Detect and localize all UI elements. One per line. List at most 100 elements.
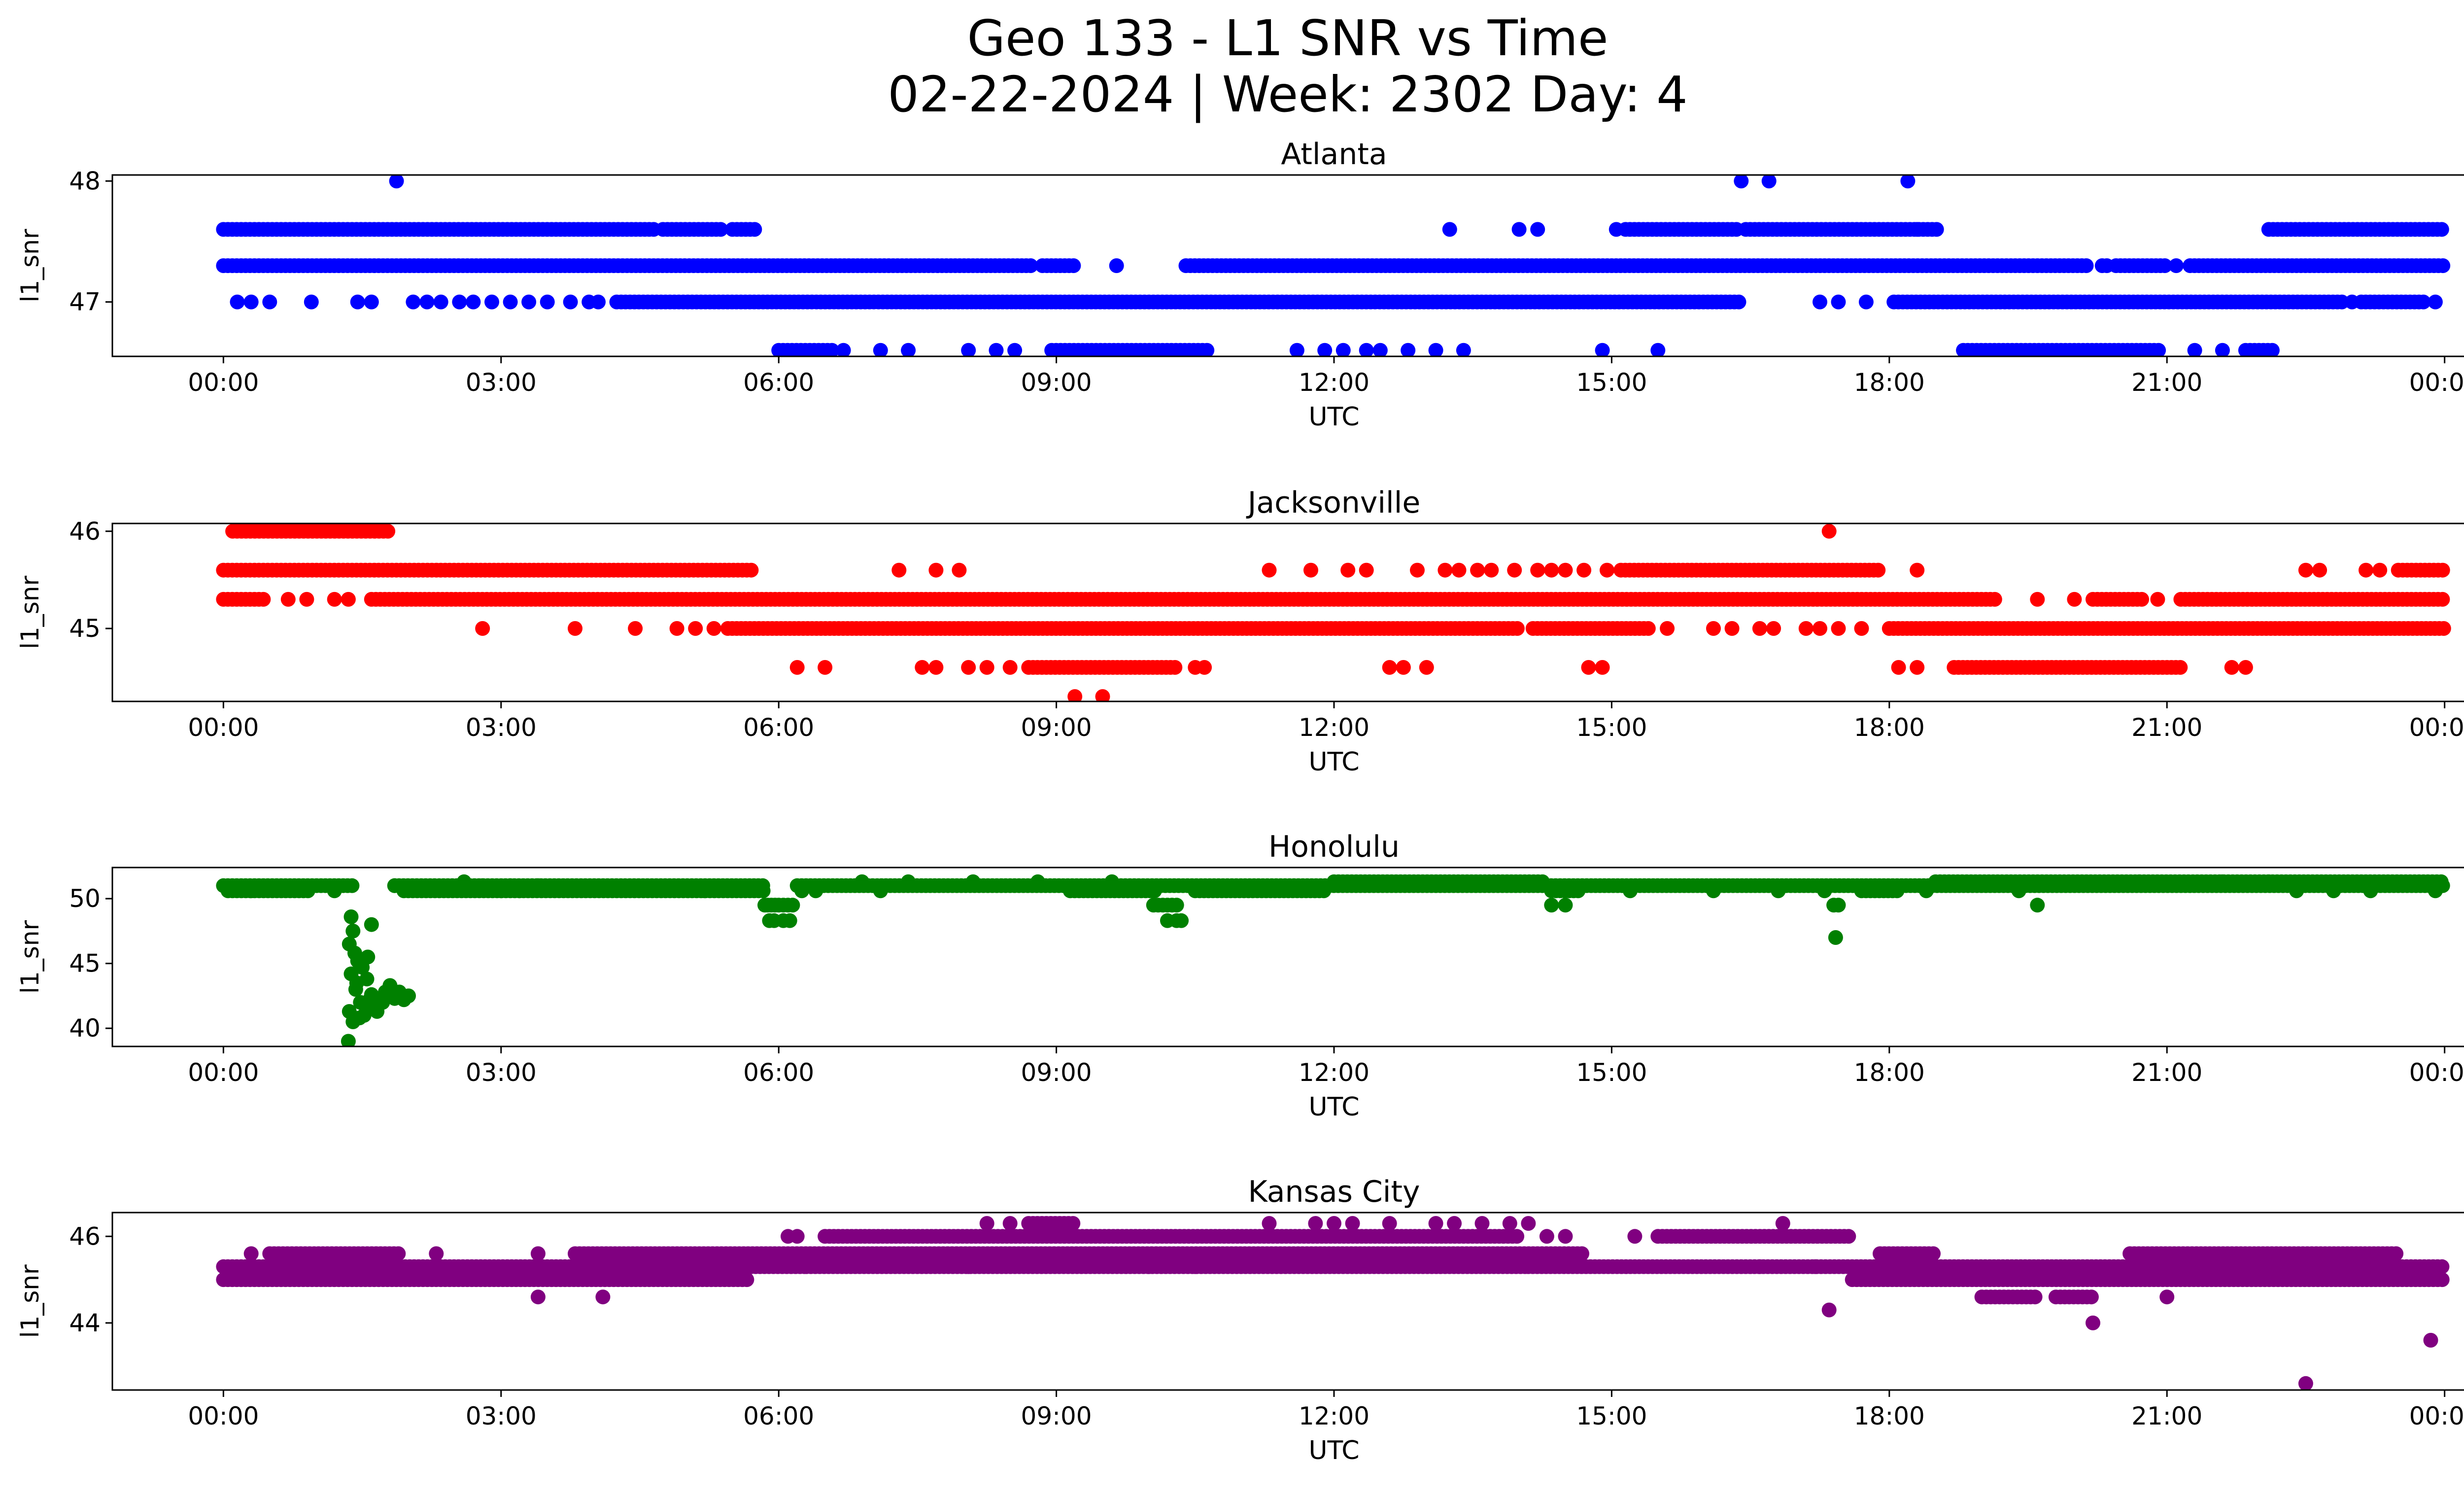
data-point xyxy=(782,913,797,928)
data-point xyxy=(1167,660,1183,675)
subplot-kansas-city: 00:00 03:00 06:00 09:00 12:00 15:00 18:00 21:00… xyxy=(16,1175,2464,1465)
data-point xyxy=(1521,1216,1536,1231)
data-point xyxy=(2372,562,2388,578)
data-point xyxy=(1828,930,1843,945)
y-tick-label: 44 xyxy=(69,1309,101,1337)
data-point xyxy=(1141,1259,1157,1274)
y-tick-label: 45 xyxy=(69,949,101,978)
data-point xyxy=(1831,621,1846,636)
data-point xyxy=(300,883,315,899)
subplot-atlanta: 00:00 03:00 06:00 09:00 12:00 15:00 18:00 21:00… xyxy=(16,137,2464,432)
data-point xyxy=(243,294,259,310)
data-point xyxy=(262,294,277,310)
data-point xyxy=(891,562,907,578)
data-point xyxy=(1372,343,1388,356)
data-point xyxy=(2261,874,2276,889)
y-tick-label: 47 xyxy=(69,288,101,316)
x-tick-label: 00:00 xyxy=(2409,713,2464,742)
data-point xyxy=(530,1246,546,1261)
data-point xyxy=(1067,689,1083,701)
data-point xyxy=(1871,562,1886,578)
data-point xyxy=(818,660,833,675)
data-point xyxy=(789,1229,805,1244)
data-point xyxy=(1327,1216,1341,1231)
x-tick-label: 18:00 xyxy=(1854,713,1925,742)
data-point xyxy=(1650,343,1666,356)
data-point xyxy=(1813,621,1827,636)
data-point xyxy=(456,874,472,889)
data-point xyxy=(1007,343,1023,356)
data-point xyxy=(375,995,390,1010)
data-point xyxy=(1900,175,1916,189)
x-tick-label: 03:00 xyxy=(466,1402,537,1430)
data-point xyxy=(1558,562,1573,578)
data-point xyxy=(1544,562,1559,578)
data-point xyxy=(327,883,342,899)
data-point xyxy=(1410,562,1425,578)
data-point xyxy=(1706,621,1721,636)
data-point xyxy=(452,294,467,310)
data-point xyxy=(2099,258,2115,273)
data-point xyxy=(503,294,518,310)
data-point xyxy=(349,975,364,991)
data-point xyxy=(2215,874,2230,889)
data-point xyxy=(364,917,379,932)
data-point xyxy=(2030,898,2045,913)
data-point xyxy=(1359,562,1374,578)
data-point xyxy=(389,175,404,189)
data-point xyxy=(419,294,435,310)
data-point xyxy=(1889,883,1905,899)
data-point xyxy=(344,878,360,893)
data-point xyxy=(1595,660,1610,675)
data-point xyxy=(2434,1272,2450,1287)
x-tick-label: 21:00 xyxy=(2131,1402,2202,1430)
x-tick-label: 03:00 xyxy=(466,713,537,742)
data-point xyxy=(1706,883,1721,899)
data-point xyxy=(2428,294,2443,310)
data-point xyxy=(1442,222,1457,237)
data-point xyxy=(952,562,967,578)
data-point xyxy=(341,591,356,607)
x-tick-label: 03:00 xyxy=(466,1058,537,1087)
data-point xyxy=(1169,898,1184,913)
data-point xyxy=(568,621,582,636)
data-point xyxy=(961,660,976,675)
data-point xyxy=(345,923,361,939)
x-axis-label: UTC xyxy=(1308,402,1359,432)
data-point xyxy=(401,988,416,1004)
data-point xyxy=(1734,175,1749,189)
data-point xyxy=(1926,1246,1941,1261)
data-point xyxy=(1558,898,1573,913)
data-point xyxy=(794,883,810,899)
data-point xyxy=(1627,1229,1643,1244)
data-point xyxy=(1451,562,1467,578)
data-point xyxy=(327,591,342,607)
data-point xyxy=(2027,1289,2043,1305)
data-point xyxy=(1544,898,1559,913)
data-point xyxy=(1262,1216,1277,1231)
data-point xyxy=(1303,562,1318,578)
x-tick-label: 00:00 xyxy=(2409,368,2464,397)
x-tick-label: 15:00 xyxy=(1576,1402,1647,1430)
data-point xyxy=(2030,591,2045,607)
data-point xyxy=(1817,883,1832,899)
data-point xyxy=(808,883,823,899)
data-point xyxy=(1308,1216,1323,1231)
data-point xyxy=(1766,621,1781,636)
y-axis-label: l1_snr xyxy=(16,1264,44,1338)
data-point xyxy=(979,660,994,675)
subplot-honolulu: 00:00 03:00 06:00 09:00 12:00 15:00 18:00 21:00… xyxy=(16,830,2464,1122)
data-point xyxy=(1447,1216,1462,1231)
data-point xyxy=(2434,222,2449,237)
data-point xyxy=(2359,562,2373,578)
data-point xyxy=(2173,660,2188,675)
data-point xyxy=(1109,258,1124,273)
data-point xyxy=(1623,883,1638,899)
data-point xyxy=(2435,562,2450,578)
x-tick-label: 06:00 xyxy=(743,368,814,397)
data-point xyxy=(744,562,759,578)
data-point xyxy=(1030,874,1045,889)
data-point xyxy=(2150,591,2165,607)
data-point xyxy=(512,883,527,899)
data-point xyxy=(433,294,448,310)
